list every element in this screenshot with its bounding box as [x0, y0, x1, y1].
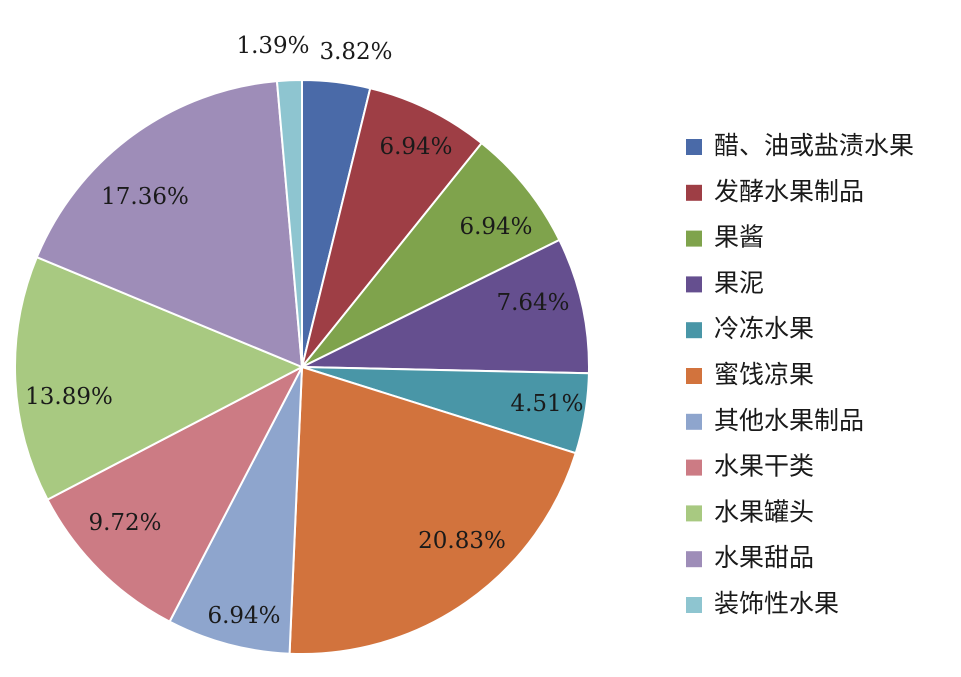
legend-swatch: [686, 322, 702, 339]
legend-swatch: [686, 459, 702, 476]
legend-label: 醋、油或盐渍水果: [714, 131, 914, 160]
legend-swatch: [686, 413, 702, 430]
data-label: 3.82%: [319, 39, 392, 65]
pie-slice: [168, 366, 303, 655]
pie-slice: [288, 365, 577, 655]
legend-swatch: [686, 551, 702, 568]
pie-data-labels: 3.82% 6.94% 6.94% 7.64% 4.51% 20.83% 6.94% 9.72…: [25, 33, 583, 629]
legend-item: 水果罐头: [686, 497, 814, 526]
legend-label: 装饰性水果: [714, 589, 839, 618]
pie-slice: [14, 255, 305, 501]
legend-label: 水果甜品: [714, 543, 814, 572]
legend-swatch: [686, 230, 702, 247]
pie-slice: [275, 78, 303, 368]
legend-item: 水果甜品: [686, 543, 814, 572]
legend-item: 其他水果制品: [686, 406, 864, 435]
legend-item: 冷冻水果: [686, 314, 814, 343]
legend-swatch: [686, 276, 702, 293]
data-label: 4.51%: [510, 391, 583, 417]
legend-swatch: [686, 597, 702, 613]
legend-label: 水果干类: [714, 452, 814, 481]
data-label: 6.94%: [207, 603, 280, 629]
legend-item: 果泥: [686, 268, 764, 297]
legend-swatch: [686, 368, 702, 384]
legend-item: 水果干类: [686, 452, 814, 481]
pie-slice: [46, 364, 305, 623]
data-label: 7.64%: [496, 290, 569, 316]
legend-item: 蜜饯凉果: [686, 360, 814, 389]
legend: 醋、油或盐渍水果发酵水果制品果酱果泥冷冻水果蜜饯凉果其他水果制品水果干类水果罐头…: [686, 131, 914, 618]
pie-slice: [301, 87, 484, 368]
data-label: 17.36%: [101, 184, 189, 210]
legend-label: 果酱: [714, 223, 764, 252]
legend-label: 其他水果制品: [714, 406, 864, 435]
data-label: 9.72%: [88, 510, 161, 536]
legend-label: 水果罐头: [714, 497, 814, 526]
legend-label: 果泥: [714, 268, 764, 297]
legend-label: 发酵水果制品: [714, 177, 864, 206]
data-label: 1.39%: [236, 33, 309, 59]
data-label: 13.89%: [25, 384, 113, 410]
legend-label: 蜜饯凉果: [714, 360, 814, 389]
pie-slice: [301, 238, 590, 375]
legend-swatch: [686, 139, 702, 155]
legend-swatch: [686, 505, 702, 522]
data-label: 6.94%: [459, 214, 532, 240]
data-label: 6.94%: [379, 134, 452, 160]
legend-item: 果酱: [686, 223, 764, 252]
legend-item: 装饰性水果: [686, 589, 839, 618]
legend-item: 醋、油或盐渍水果: [686, 131, 914, 160]
pie-slice: [35, 80, 304, 369]
pie-slices: [14, 78, 590, 655]
pie-slice: [301, 141, 561, 368]
legend-item: 发酵水果制品: [686, 177, 864, 206]
legend-swatch: [686, 184, 702, 201]
legend-label: 冷冻水果: [714, 314, 814, 343]
data-label: 20.83%: [418, 528, 506, 554]
